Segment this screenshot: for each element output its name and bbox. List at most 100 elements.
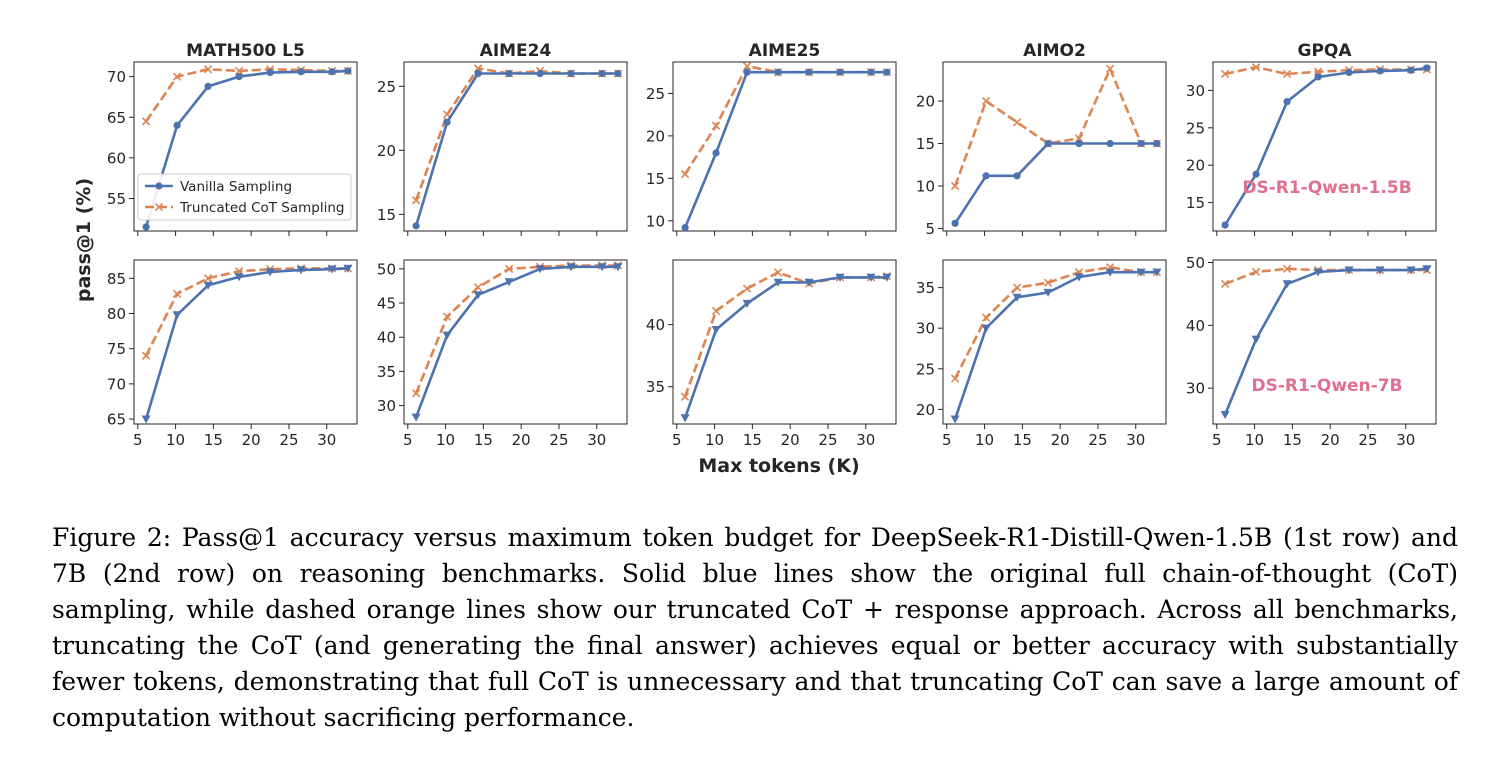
data-point bbox=[950, 181, 960, 191]
data-point bbox=[1221, 221, 1229, 229]
data-point-stroke bbox=[1105, 64, 1115, 73]
data-point bbox=[473, 283, 483, 292]
data-point-stroke bbox=[141, 117, 151, 126]
data-point bbox=[712, 149, 720, 157]
data-point bbox=[327, 265, 337, 274]
plot-frame bbox=[1212, 61, 1437, 232]
data-point bbox=[266, 68, 274, 77]
y-tick-label: 35 bbox=[377, 363, 396, 381]
chart-panel-6: 30 35 40 45 50 5 10 15 20 25 30 bbox=[377, 259, 628, 449]
data-point bbox=[328, 68, 336, 76]
data-point-stroke bbox=[442, 110, 452, 119]
x-tick-label: 25 bbox=[818, 431, 837, 449]
data-point bbox=[805, 68, 813, 76]
data-point-stroke bbox=[742, 284, 752, 293]
x-tick-label: 25 bbox=[549, 431, 568, 449]
data-point bbox=[142, 223, 150, 231]
data-point bbox=[1220, 410, 1230, 419]
data-point bbox=[235, 73, 243, 81]
y-tick-label: 20 bbox=[916, 93, 935, 111]
data-point bbox=[1012, 283, 1022, 292]
data-point bbox=[1283, 98, 1291, 106]
data-point bbox=[204, 82, 212, 90]
model-label: DS-R1-Qwen-7B bbox=[1251, 376, 1402, 396]
data-point-stroke bbox=[1074, 134, 1084, 143]
chart-panel-0: MATH500 L5 55 60 65 70 Vanilla Sampling Trunca… bbox=[107, 41, 358, 236]
chart-panel-4: GPQA 15 20 25 30 DS-R1-Qwen-1.5B bbox=[1186, 41, 1437, 236]
x-tick-label: 20 bbox=[1051, 431, 1070, 449]
panel-title: AIME24 bbox=[480, 41, 552, 61]
x-tick-label: 20 bbox=[512, 431, 531, 449]
y-tick-label: 25 bbox=[646, 85, 665, 103]
data-point bbox=[1152, 268, 1162, 277]
data-point-stroke bbox=[950, 181, 960, 191]
data-point-stroke bbox=[680, 392, 690, 401]
y-tick-label: 50 bbox=[377, 260, 396, 278]
data-point bbox=[473, 291, 483, 300]
data-point bbox=[866, 273, 876, 282]
y-tick-label: 50 bbox=[1186, 254, 1205, 272]
y-tick-label: 10 bbox=[646, 212, 665, 230]
chart-panel-2: AIME25 10 15 20 25 bbox=[646, 41, 897, 236]
model-label: DS-R1-Qwen-1.5B bbox=[1242, 178, 1411, 198]
x-tick-label: 25 bbox=[279, 431, 298, 449]
data-point bbox=[505, 69, 513, 78]
data-point bbox=[155, 182, 163, 190]
y-tick-label: 35 bbox=[646, 378, 665, 396]
data-point bbox=[1251, 335, 1261, 344]
x-tick-label: 20 bbox=[781, 431, 800, 449]
data-point bbox=[1074, 134, 1084, 143]
data-point bbox=[774, 68, 782, 76]
data-point bbox=[1345, 68, 1353, 77]
data-point bbox=[773, 278, 783, 287]
data-point bbox=[742, 299, 752, 308]
data-point bbox=[1044, 139, 1052, 148]
x-tick-label: 30 bbox=[587, 431, 606, 449]
data-point bbox=[1314, 73, 1322, 81]
truncated-series-line bbox=[953, 67, 1157, 187]
data-point bbox=[950, 415, 960, 424]
y-tick-label: 85 bbox=[107, 270, 126, 288]
data-point-stroke bbox=[411, 196, 421, 205]
data-point bbox=[443, 118, 451, 126]
panel-title: AIME25 bbox=[749, 41, 821, 61]
data-point bbox=[141, 415, 151, 424]
data-point bbox=[1252, 170, 1260, 178]
y-tick-label: 45 bbox=[377, 295, 396, 313]
data-point bbox=[567, 69, 575, 78]
data-point bbox=[950, 374, 960, 383]
data-point bbox=[742, 62, 752, 71]
x-tick-label: 10 bbox=[975, 431, 994, 449]
data-point bbox=[882, 273, 892, 282]
chart-panel-7: 35 40 5 10 15 20 25 30 bbox=[646, 259, 897, 449]
chart-panel-8: 20 25 30 35 5 10 15 20 25 30 bbox=[916, 259, 1167, 449]
data-point bbox=[1344, 266, 1354, 275]
x-tick-label: 5 bbox=[672, 431, 682, 449]
vanilla-series-line bbox=[144, 267, 348, 420]
x-tick-label: 25 bbox=[1358, 431, 1377, 449]
plot-frame bbox=[672, 259, 897, 425]
x-tick-label: 5 bbox=[1212, 431, 1222, 449]
data-point-stroke bbox=[172, 289, 182, 298]
data-point bbox=[1313, 268, 1323, 277]
y-tick-label: 80 bbox=[107, 305, 126, 323]
data-point bbox=[742, 284, 752, 293]
x-tick-label: 10 bbox=[166, 431, 185, 449]
y-tick-label: 30 bbox=[377, 397, 396, 415]
data-point bbox=[154, 202, 164, 212]
data-point bbox=[1013, 172, 1021, 180]
figure-grid: pass@1 (%) Max tokens (K) MATH500 L55560… bbox=[73, 41, 1437, 477]
plot-frame bbox=[672, 61, 897, 232]
data-point-stroke bbox=[773, 268, 783, 277]
y-tick-label: 20 bbox=[377, 142, 396, 160]
data-point bbox=[1407, 66, 1415, 74]
data-point-stroke bbox=[203, 65, 213, 74]
data-point bbox=[1251, 63, 1261, 72]
data-point bbox=[172, 72, 182, 81]
data-point-stroke bbox=[711, 121, 721, 130]
y-tick-label: 30 bbox=[1186, 82, 1205, 100]
vanilla-series-line bbox=[414, 265, 618, 418]
panel-title: MATH500 L5 bbox=[186, 41, 305, 61]
data-point bbox=[1137, 139, 1145, 148]
y-tick-label: 15 bbox=[646, 170, 665, 188]
